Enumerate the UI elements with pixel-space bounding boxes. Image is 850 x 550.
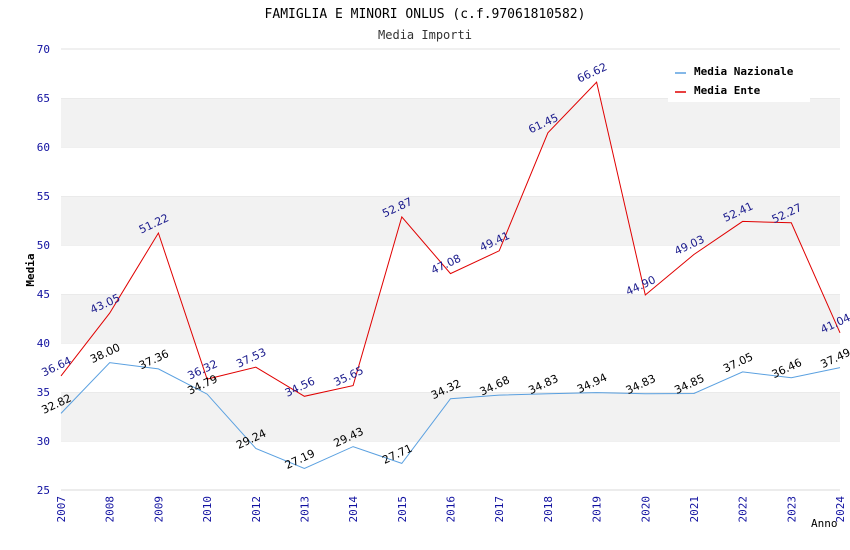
legend: Media Nazionale Media Ente [668, 60, 810, 102]
grid-band [61, 245, 840, 294]
x-tick-label: 2020 [639, 496, 652, 523]
x-tick-label: 2014 [347, 496, 360, 523]
legend-box [668, 60, 810, 102]
series-line-media-ente [60, 81, 841, 397]
series-lines [60, 81, 841, 470]
legend-label-media-nazionale: Media Nazionale [694, 65, 794, 78]
grid-band [61, 392, 840, 441]
grid-band [61, 294, 840, 343]
chart-title: FAMIGLIA E MINORI ONLUS (c.f.97061810582… [265, 7, 586, 22]
x-axis-label: Anno [811, 517, 838, 530]
grid-band [61, 441, 840, 490]
x-tick-label: 2017 [493, 496, 506, 523]
y-tick-label: 25 [37, 484, 50, 497]
y-tick-label: 50 [37, 239, 50, 252]
x-tick-label: 2009 [152, 496, 165, 523]
x-tick-label: 2018 [542, 496, 555, 523]
y-tick-label: 40 [37, 337, 50, 350]
grid-band [61, 196, 840, 245]
x-tick-label: 2013 [298, 496, 311, 523]
x-tick-label: 2022 [737, 496, 750, 523]
y-tick-label: 65 [37, 92, 50, 105]
y-axis-label: Media [24, 253, 37, 286]
grid-band [61, 147, 840, 196]
x-tick-label: 2016 [445, 496, 458, 523]
grid-band [61, 343, 840, 392]
y-axis-ticks: 25 30 35 40 45 50 55 60 65 70 [37, 43, 50, 497]
y-tick-label: 55 [37, 190, 50, 203]
x-tick-label: 2023 [785, 496, 798, 523]
y-tick-label: 35 [37, 386, 50, 399]
x-tick-label: 2024 [834, 496, 847, 523]
y-tick-label: 45 [37, 288, 50, 301]
y-tick-label: 30 [37, 435, 50, 448]
x-tick-label: 2015 [396, 496, 409, 523]
x-tick-label: 2021 [688, 496, 701, 523]
chart-subtitle: Media Importi [378, 28, 472, 42]
y-tick-label: 60 [37, 141, 50, 154]
x-tick-label: 2007 [55, 496, 68, 523]
grid-bands [61, 48, 840, 490]
x-tick-label: 2012 [250, 496, 263, 523]
legend-label-media-ente: Media Ente [694, 84, 761, 97]
y-tick-label: 70 [37, 43, 50, 56]
grid-band [61, 98, 840, 147]
x-tick-label: 2019 [591, 496, 604, 523]
x-tick-label: 2008 [104, 496, 117, 523]
x-axis-ticks: 2007 2008 2009 2010 2012 2013 2014 2015 2016 2017… [55, 496, 847, 523]
series-line-media-nazionale [60, 362, 841, 470]
x-tick-label: 2010 [201, 496, 214, 523]
